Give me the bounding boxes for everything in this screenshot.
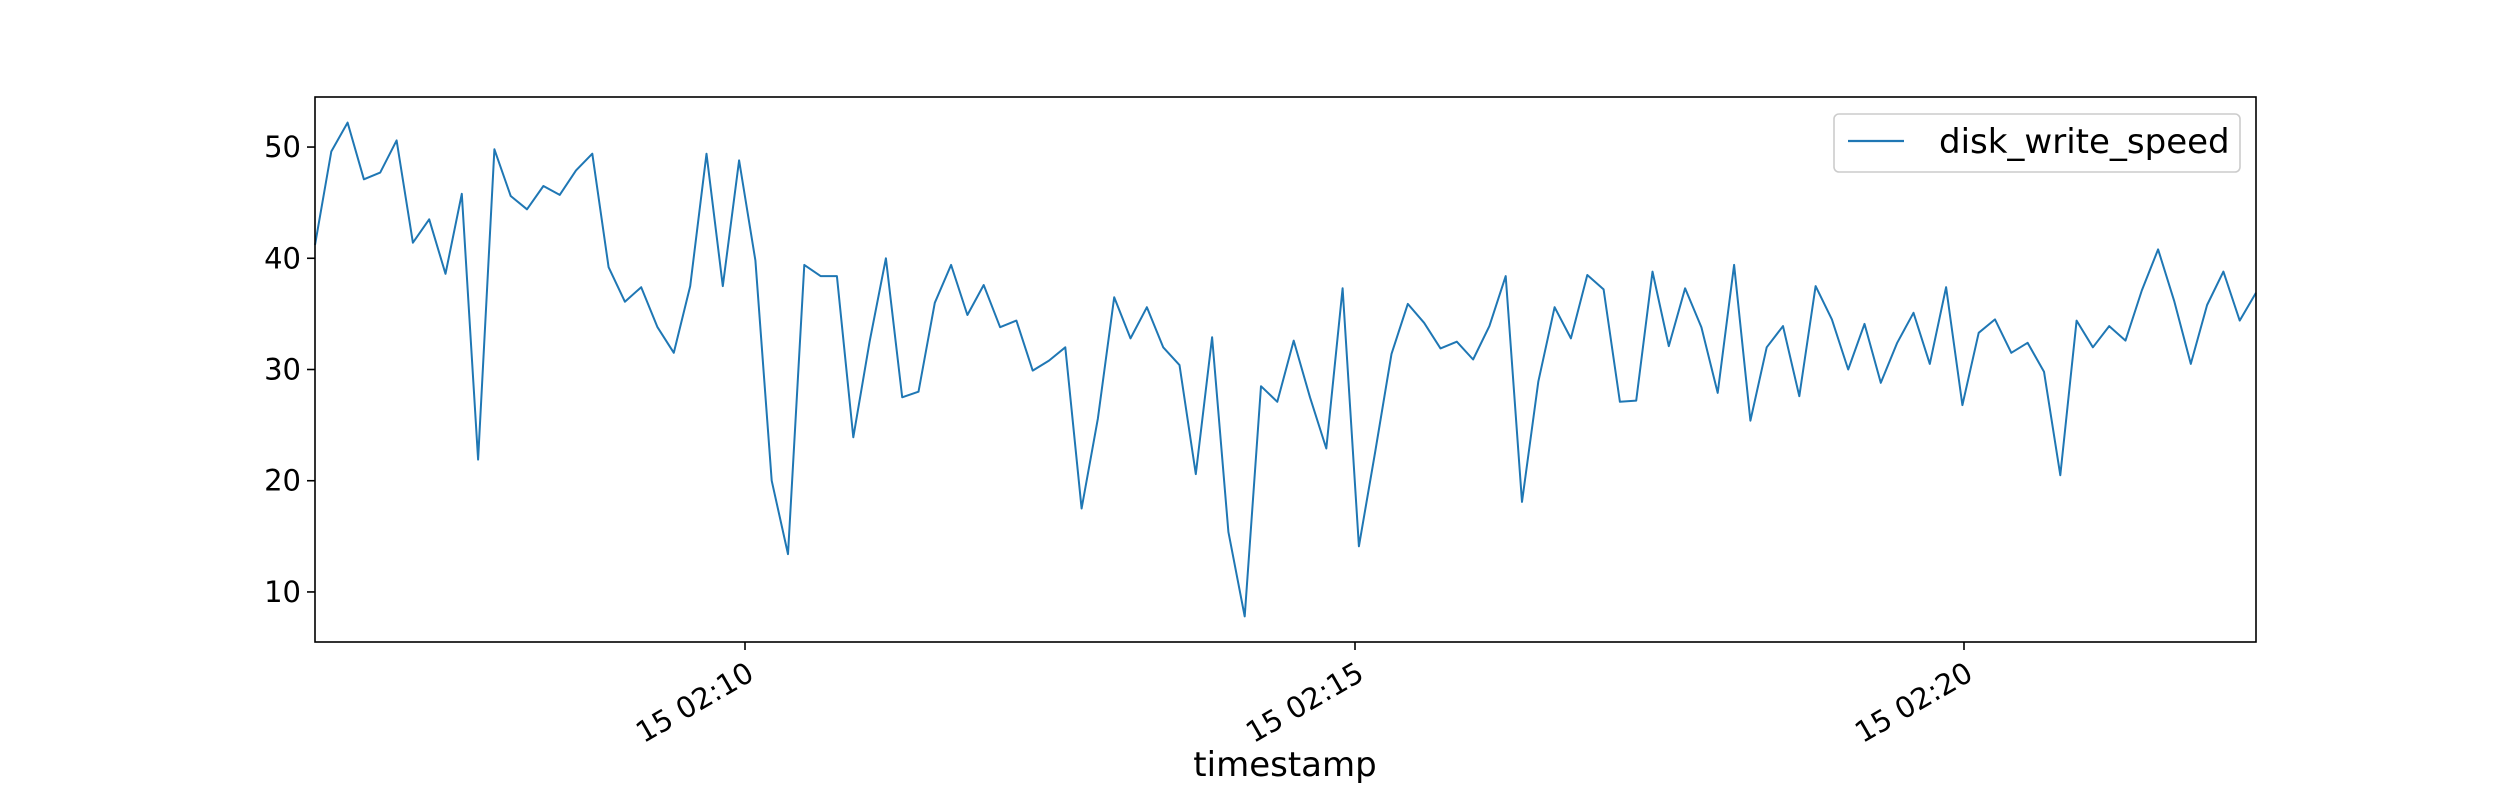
x-tick-label: 15 02:10 — [630, 655, 759, 749]
legend-box — [1833, 113, 2241, 173]
y-tick-label: 20 — [264, 464, 301, 498]
x-axis-title: timestamp — [1193, 745, 1376, 785]
y-axis: 10 20 30 40 50 — [264, 130, 315, 609]
y-tick-label: 10 — [264, 575, 301, 609]
series-line-disk-write-speed — [314, 121, 2257, 618]
y-tick-label: 40 — [264, 241, 301, 275]
y-tick-label: 50 — [264, 130, 301, 164]
legend-label: disk_write_speed — [1939, 122, 2230, 162]
x-axis: 15 02:10 15 02:15 15 02:20 — [630, 642, 1978, 750]
x-tick-label: 15 02:20 — [1849, 655, 1978, 749]
series-layer — [314, 121, 2257, 618]
y-tick-label: 30 — [264, 353, 301, 387]
x-tick-label: 15 02:15 — [1240, 655, 1369, 749]
legend: disk_write_speed — [1833, 113, 2241, 173]
